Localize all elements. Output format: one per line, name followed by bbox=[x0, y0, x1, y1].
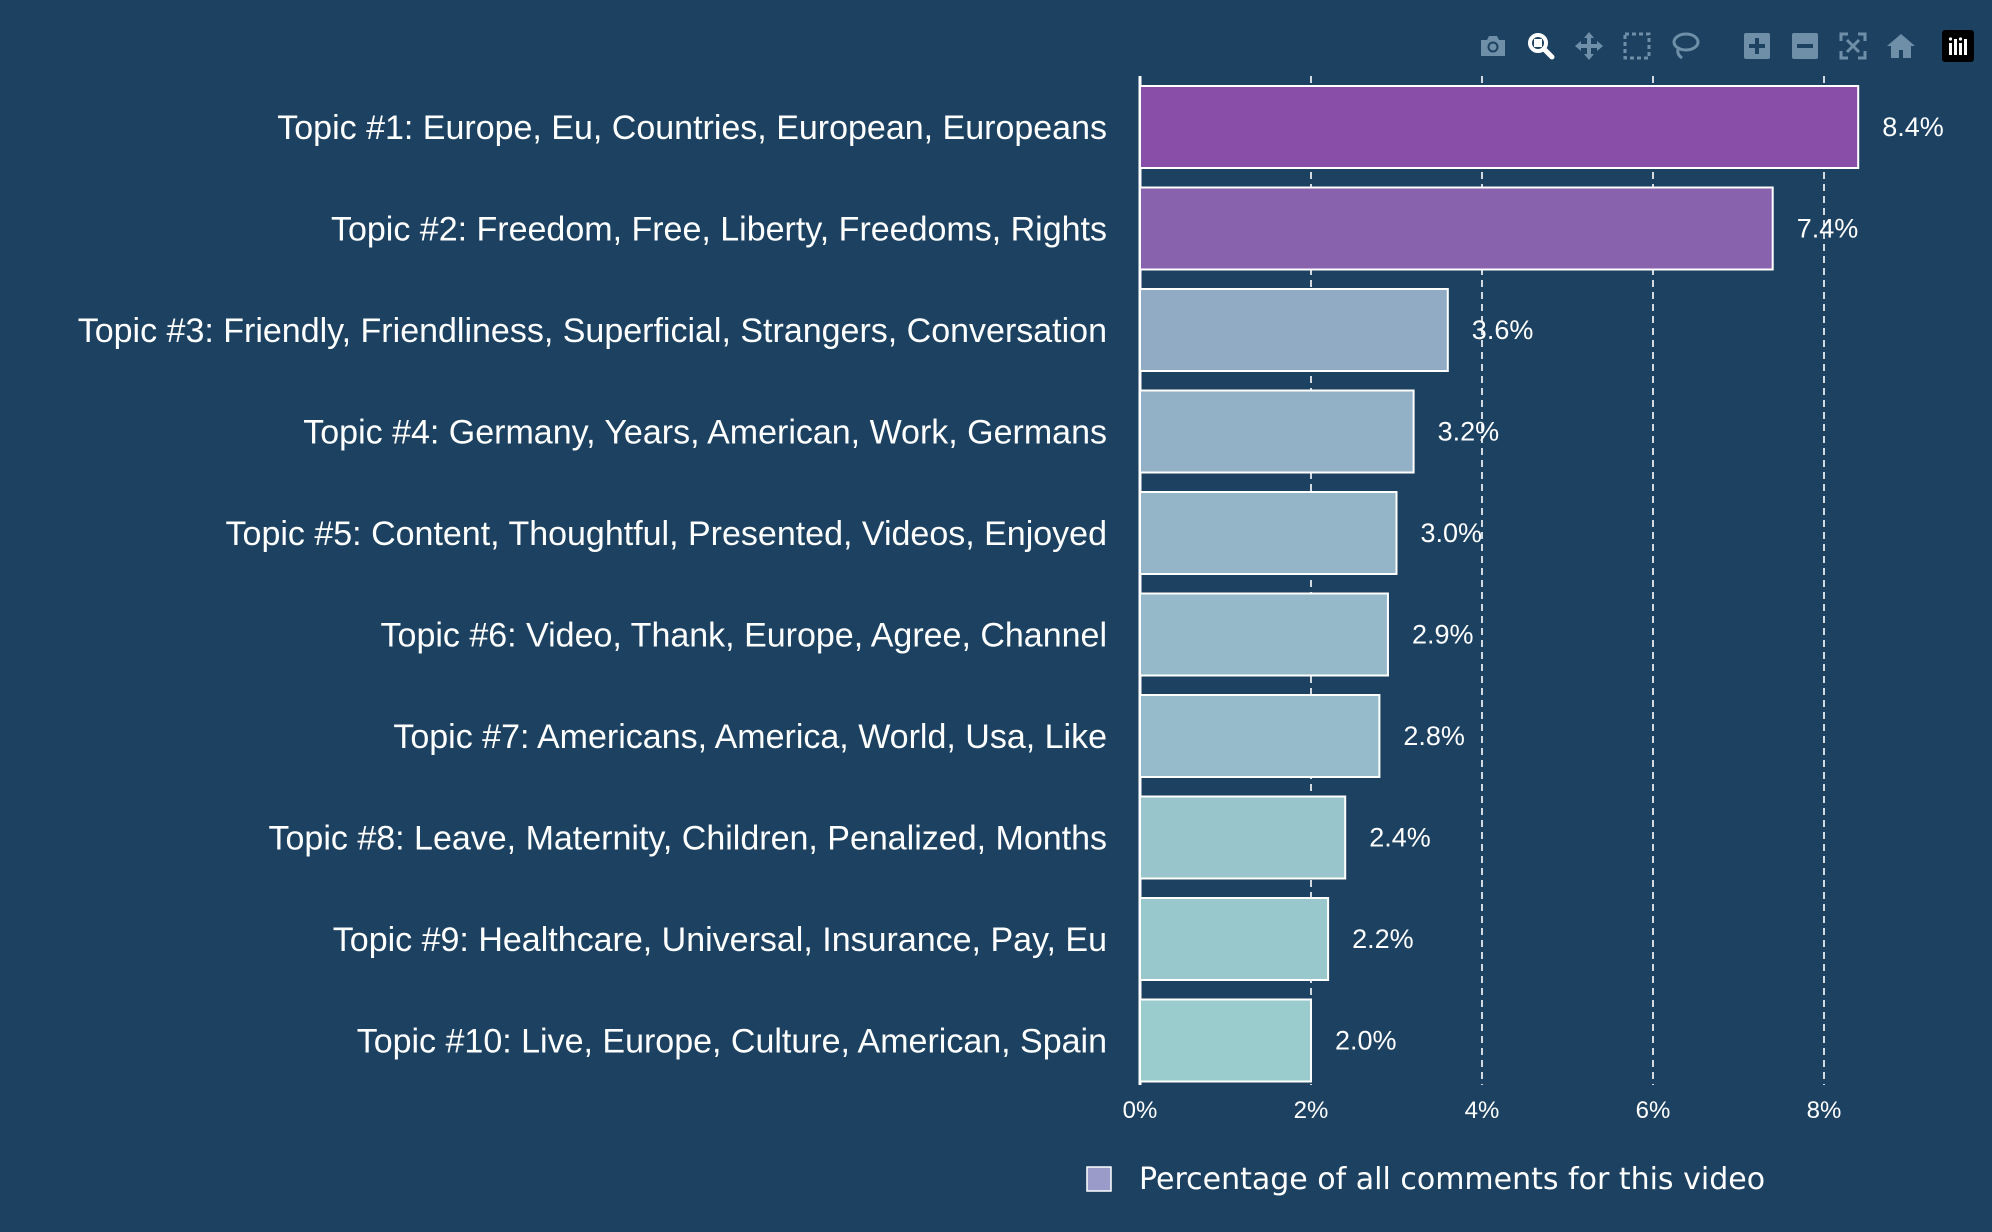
x-tick-label: 8% bbox=[1807, 1097, 1842, 1124]
lasso-select-icon[interactable] bbox=[1664, 26, 1706, 66]
modebar bbox=[1472, 26, 1974, 66]
legend-label[interactable]: Percentage of all comments for this vide… bbox=[1139, 1162, 1765, 1197]
autoscale-icon[interactable] bbox=[1832, 26, 1874, 66]
data-label: 2.8% bbox=[1403, 721, 1465, 751]
category-label: Topic #6: Video, Thank, Europe, Agree, C… bbox=[381, 617, 1107, 655]
category-label: Topic #9: Healthcare, Universal, Insuran… bbox=[333, 921, 1107, 959]
zoom-out-icon[interactable] bbox=[1784, 26, 1826, 66]
data-label: 3.2% bbox=[1438, 417, 1500, 447]
data-label: 3.0% bbox=[1421, 518, 1483, 548]
zoom-icon[interactable] bbox=[1520, 26, 1562, 66]
category-label: Topic #5: Content, Thoughtful, Presented… bbox=[226, 515, 1107, 553]
legend-swatch[interactable] bbox=[1086, 1166, 1112, 1192]
category-label: Topic #10: Live, Europe, Culture, Americ… bbox=[357, 1023, 1107, 1061]
category-labels: Topic #1: Europe, Eu, Countries, Europea… bbox=[78, 109, 1107, 1061]
camera-icon[interactable] bbox=[1472, 26, 1514, 66]
x-tick-label: 6% bbox=[1636, 1097, 1671, 1124]
data-labels: 8.4% 7.4% 3.6% 3.2% 3.0% 2.9% 2.8% 2.4% 2.2% 2.0% bbox=[1335, 112, 1944, 1056]
bar[interactable] bbox=[1139, 592, 1389, 677]
x-tick-label: 2% bbox=[1294, 1097, 1329, 1124]
bar[interactable] bbox=[1139, 998, 1312, 1083]
bar[interactable] bbox=[1139, 491, 1398, 575]
category-label: Topic #1: Europe, Eu, Countries, Europea… bbox=[277, 109, 1107, 147]
plotly-logo-icon[interactable] bbox=[1942, 30, 1974, 62]
data-label: 2.4% bbox=[1369, 823, 1431, 853]
bars bbox=[1139, 85, 1860, 1083]
bar[interactable] bbox=[1139, 694, 1381, 778]
data-label: 3.6% bbox=[1472, 315, 1534, 345]
data-label: 2.9% bbox=[1412, 620, 1474, 650]
legend[interactable]: Percentage of all comments for this vide… bbox=[1086, 1162, 1765, 1197]
data-label: 2.0% bbox=[1335, 1026, 1397, 1056]
zoom-in-icon[interactable] bbox=[1736, 26, 1778, 66]
x-tick-label: 4% bbox=[1465, 1097, 1500, 1124]
category-label: Topic #8: Leave, Maternity, Children, Pe… bbox=[269, 820, 1107, 858]
category-label: Topic #2: Freedom, Free, Liberty, Freedo… bbox=[331, 211, 1107, 249]
data-label: 7.4% bbox=[1797, 214, 1859, 244]
x-axis-ticks: 0% 2% 4% 6% 8% bbox=[1123, 1097, 1842, 1124]
bar[interactable] bbox=[1139, 389, 1415, 474]
category-label: Topic #7: Americans, America, World, Usa… bbox=[393, 718, 1107, 756]
bar[interactable] bbox=[1139, 795, 1347, 880]
bar[interactable] bbox=[1139, 85, 1860, 169]
category-label: Topic #3: Friendly, Friendliness, Superf… bbox=[78, 312, 1107, 350]
bar[interactable] bbox=[1139, 186, 1774, 271]
box-select-icon[interactable] bbox=[1616, 26, 1658, 66]
bar[interactable] bbox=[1139, 897, 1330, 981]
category-label: Topic #4: Germany, Years, American, Work… bbox=[303, 414, 1107, 452]
bar[interactable] bbox=[1139, 288, 1449, 372]
data-label: 8.4% bbox=[1882, 112, 1944, 142]
pan-icon[interactable] bbox=[1568, 26, 1610, 66]
reset-axes-icon[interactable] bbox=[1880, 26, 1922, 66]
x-tick-label: 0% bbox=[1123, 1097, 1158, 1124]
data-label: 2.2% bbox=[1352, 924, 1414, 954]
